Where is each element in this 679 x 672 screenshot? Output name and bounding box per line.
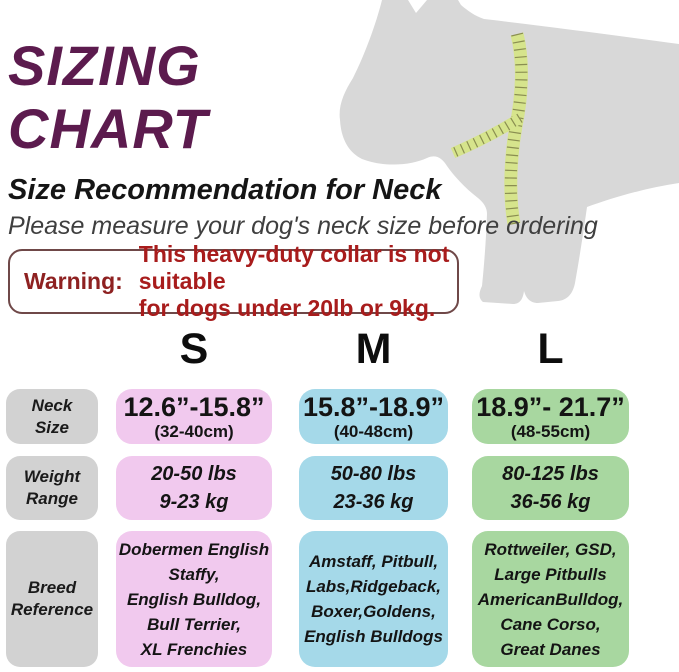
subtitle: Size Recommendation for Neck — [8, 174, 442, 206]
column-header-s: S — [179, 325, 209, 373]
neck-size-cell-m: 15.8”-18.9” (40-48cm) — [299, 389, 448, 444]
row-label-breed-reference-text: Breed Reference — [10, 578, 94, 619]
row-label-breed-reference: Breed Reference — [6, 531, 98, 667]
breed-reference-cell-m: Amstaff, Pitbull, Labs,Ridgeback, Boxer,… — [299, 531, 448, 667]
column-header-m: M — [355, 325, 392, 373]
page-title: SIZING CHART — [8, 34, 208, 160]
breed-reference-cell-l: Rottweiler, GSD, Large Pitbulls American… — [472, 531, 629, 667]
column-header-l: L — [537, 325, 564, 373]
dog-silhouette-icon — [339, 0, 679, 304]
neck-size-m-cm: (40-48cm) — [333, 421, 414, 441]
row-label-weight-range: Weight Range — [6, 456, 98, 520]
breed-reference-s-text: Dobermen English Staffy, English Bulldog… — [118, 539, 270, 659]
weight-range-l-text: 80-125 lbs 36-56 kg — [502, 463, 599, 513]
neck-size-s-cm: (32-40cm) — [154, 421, 234, 441]
measuring-tape-icon — [450, 32, 528, 226]
neck-size-s-inches: 12.6”-15.8” — [123, 391, 265, 422]
weight-range-cell-s: 20-50 lbs 9-23 kg — [116, 456, 272, 520]
page-title-line1: SIZING — [8, 34, 201, 97]
weight-range-m-text: 50-80 lbs 23-36 kg — [330, 463, 417, 513]
neck-size-m-inches: 15.8”-18.9” — [302, 391, 445, 422]
row-label-neck-size-text: Neck Size — [31, 395, 73, 437]
weight-range-cell-m: 50-80 lbs 23-36 kg — [299, 456, 448, 520]
weight-range-cell-l: 80-125 lbs 36-56 kg — [472, 456, 629, 520]
breed-reference-cell-s: Dobermen English Staffy, English Bulldog… — [116, 531, 272, 667]
breed-reference-l-text: Rottweiler, GSD, Large Pitbulls American… — [477, 539, 624, 659]
neck-size-l-cm: (48-55cm) — [510, 421, 591, 441]
measure-instruction: Please measure your dog's neck size befo… — [8, 212, 598, 240]
breed-reference-m-text: Amstaff, Pitbull, Labs,Ridgeback, Boxer,… — [304, 552, 443, 646]
warning-box: Warning: This heavy-duty collar is not s… — [8, 241, 459, 321]
row-label-neck-size: Neck Size — [6, 389, 98, 444]
weight-range-s-text: 20-50 lbs 9-23 kg — [151, 463, 237, 513]
warning-label: Warning: — [24, 268, 123, 294]
neck-size-l-inches: 18.9”- 21.7” — [476, 391, 625, 422]
warning-message: This heavy-duty collar is not suitable f… — [138, 241, 450, 321]
neck-size-cell-s: 12.6”-15.8” (32-40cm) — [116, 389, 272, 444]
neck-size-cell-l: 18.9”- 21.7” (48-55cm) — [472, 389, 629, 444]
row-label-weight-range-text: Weight Range — [23, 467, 81, 508]
page-title-line2: CHART — [8, 97, 208, 160]
